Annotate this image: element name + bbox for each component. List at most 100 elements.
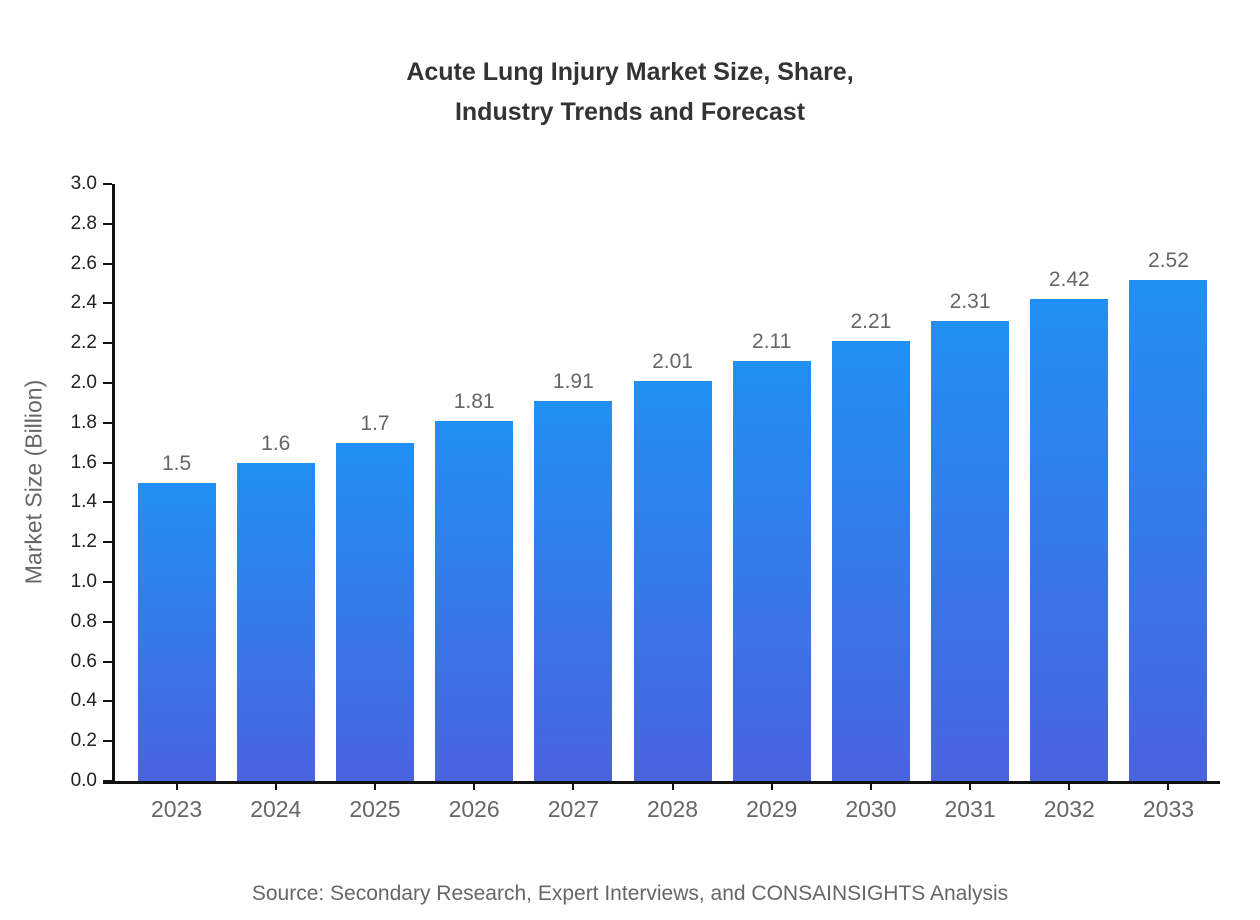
bar-cell: 2.11 [722,184,821,781]
y-tick-mark [103,222,112,225]
y-tick-label: 2.6 [70,252,97,274]
y-tick-mark [103,620,112,623]
x-tick-label-2026: 2026 [448,796,500,822]
y-tick-mark [103,780,112,782]
x-tick-label-2029: 2029 [746,796,798,822]
x-tick-mark [373,781,376,790]
y-tick-label: 2.8 [70,212,97,234]
y-tick-mark [103,740,112,743]
y-tick-label: 1.6 [70,451,97,473]
y-tick-label: 1.2 [70,531,97,553]
bar-2029 [732,361,811,781]
bar-value-label: 1.6 [261,431,291,455]
bar-value-label: 2.11 [752,330,792,354]
x-tick-label-2024: 2024 [250,796,302,822]
bar-2031 [931,321,1010,781]
y-tick-mark [103,342,112,345]
y-tick-label: 0.4 [70,690,97,712]
y-tick-label: 3.0 [70,173,97,194]
bar-cell: 2.52 [1119,184,1218,781]
bar-cell: 2.01 [623,184,722,781]
plot-area: 1.5 1.6 1.7 1.81 1.91 2.01 2.11 2.21 2.31 2.42 2.5… [71,173,1220,822]
bar-cell: 1.7 [325,184,424,781]
y-tick-label: 0.0 [70,770,97,791]
y-tick-mark [103,183,112,185]
y-tick-mark [103,541,112,544]
x-tick-label-2031: 2031 [944,796,996,822]
x-tick-label-2025: 2025 [349,796,401,822]
bar-value-label: 2.31 [949,290,991,314]
bar-cell: 1.6 [226,184,325,781]
source-note: Source: Secondary Research, Expert Inter… [251,882,1009,905]
x-label-cell: 2032 [1020,781,1119,823]
bar-2028 [633,381,712,781]
chart-title: Acute Lung Injury Market Size, Share, In… [406,58,854,126]
bar-cell: 1.81 [425,184,524,781]
x-label-cell: 2031 [921,781,1020,823]
bar-value-label: 1.81 [453,389,495,413]
x-label-cell: 2030 [821,781,920,823]
bar-value-label: 2.42 [1048,268,1090,292]
bar-2024 [236,462,315,781]
x-tick-label-2032: 2032 [1043,796,1095,822]
bar-2025 [335,442,414,781]
y-tick-mark [103,581,112,583]
x-tick-label-2028: 2028 [646,796,699,822]
y-tick-mark [103,382,112,384]
x-label-cell: 2028 [623,781,722,823]
bars-container: 1.5 1.6 1.7 1.81 1.91 2.01 2.11 2.21 2.31 2.42 2.5… [127,184,1218,781]
bar-2033 [1129,279,1208,781]
y-tick-mark [103,461,112,464]
x-tick-mark [473,781,476,790]
y-tick-label: 0.6 [70,650,97,672]
bar-2030 [831,341,910,781]
y-tick-label: 1.8 [70,411,97,433]
x-tick-mark [1167,781,1170,790]
x-tick-mark [770,781,773,790]
x-label-cell: 2026 [425,781,524,823]
bar-2026 [435,420,514,781]
bar-cell: 2.21 [821,184,920,781]
y-tick-label: 0.2 [70,730,97,752]
bar-value-label: 2.01 [652,350,693,374]
y-tick-label: 2.2 [70,332,97,354]
x-tick-label-2023: 2023 [151,796,203,822]
x-tick-mark [969,781,972,790]
x-label-cell: 2025 [325,781,424,823]
x-label-cell: 2023 [127,781,226,823]
x-tick-mark [274,781,277,790]
y-tick-label: 2.4 [70,292,97,314]
x-tick-mark [175,781,178,790]
y-axis-line [112,184,115,784]
bar-cell: 1.91 [524,184,623,781]
y-axis-title: Market Size (Billion) [20,379,47,585]
x-tick-label-2033: 2033 [1142,796,1195,822]
y-tick-label: 2.0 [70,372,97,393]
y-tick-mark [103,421,112,424]
x-tick-mark [671,781,674,790]
y-tick-label: 1.4 [70,491,97,513]
bar-2027 [534,400,613,781]
bar-value-label: 1.7 [360,411,390,435]
x-tick-mark [1068,781,1071,790]
x-label-cell: 2024 [226,781,325,823]
bar-cell: 1.5 [127,184,226,781]
x-label-cell: 2033 [1119,781,1218,823]
x-tick-mark [869,781,872,790]
bar-2023 [137,482,216,781]
y-tick-label: 0.8 [70,610,97,632]
x-axis-labels: 2023 2024 2025 2026 2027 2028 2029 2030 2031 2032… [127,781,1218,823]
x-tick-mark [572,781,575,790]
y-tick-mark [103,302,112,305]
x-tick-label-2027: 2027 [547,796,599,822]
bar-value-label: 2.21 [850,310,892,334]
bar-cell: 2.42 [1020,184,1119,781]
y-tick-label: 1.0 [70,571,97,592]
x-label-cell: 2027 [524,781,623,823]
x-label-cell: 2029 [722,781,821,823]
bar-value-label: 1.91 [552,369,594,393]
y-tick-mark [103,501,112,504]
x-axis-line [103,781,1220,784]
y-tick-mark [103,660,112,663]
